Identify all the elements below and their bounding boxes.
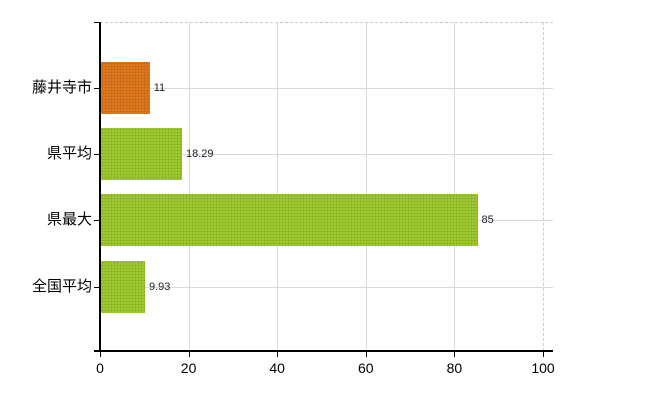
x-axis-tick [277,352,279,357]
bar-value-label: 9.93 [148,280,171,293]
y-axis-tick [94,154,100,156]
x-axis [94,350,553,352]
grid-line-vertical [365,22,367,351]
y-axis-tick [94,22,100,23]
y-axis-tick [94,286,100,288]
grid-line-horizontal [100,286,553,288]
x-tick-label: 80 [446,360,463,376]
x-axis-tick [100,352,101,357]
x-axis-tick [454,352,456,357]
y-axis-tick [94,220,100,222]
grid-line-vertical [277,22,279,351]
x-tick-label: 0 [96,360,104,376]
bar-value-label: 11 [153,82,166,94]
bar [101,62,150,114]
x-tick-label: 20 [180,360,197,376]
category-label: 県平均 [46,145,92,163]
y-axis [99,22,101,351]
grid-line-horizontal [100,154,553,156]
x-tick-label: 60 [358,360,374,376]
grid-line-vertical [188,22,190,351]
x-tick-label: 100 [531,360,555,376]
x-axis-tick [188,352,190,357]
bar [101,194,478,247]
category-label: 全国平均 [31,277,92,295]
plot-top-border [100,22,553,23]
bar-value-label: 18.29 [186,148,214,161]
bar [101,128,183,181]
x-axis-tick [365,352,367,357]
grid-line-vertical [454,22,456,351]
bar [101,260,145,313]
x-axis-tick [543,352,544,357]
category-label: 県最大 [46,211,92,229]
y-axis-tick [94,88,100,89]
x-tick-label: 40 [269,360,285,376]
grid-line-horizontal [100,88,553,89]
bar-value-label: 85 [481,214,494,227]
grid-line-vertical [543,22,545,351]
category-label: 藤井寺市 [31,79,92,96]
